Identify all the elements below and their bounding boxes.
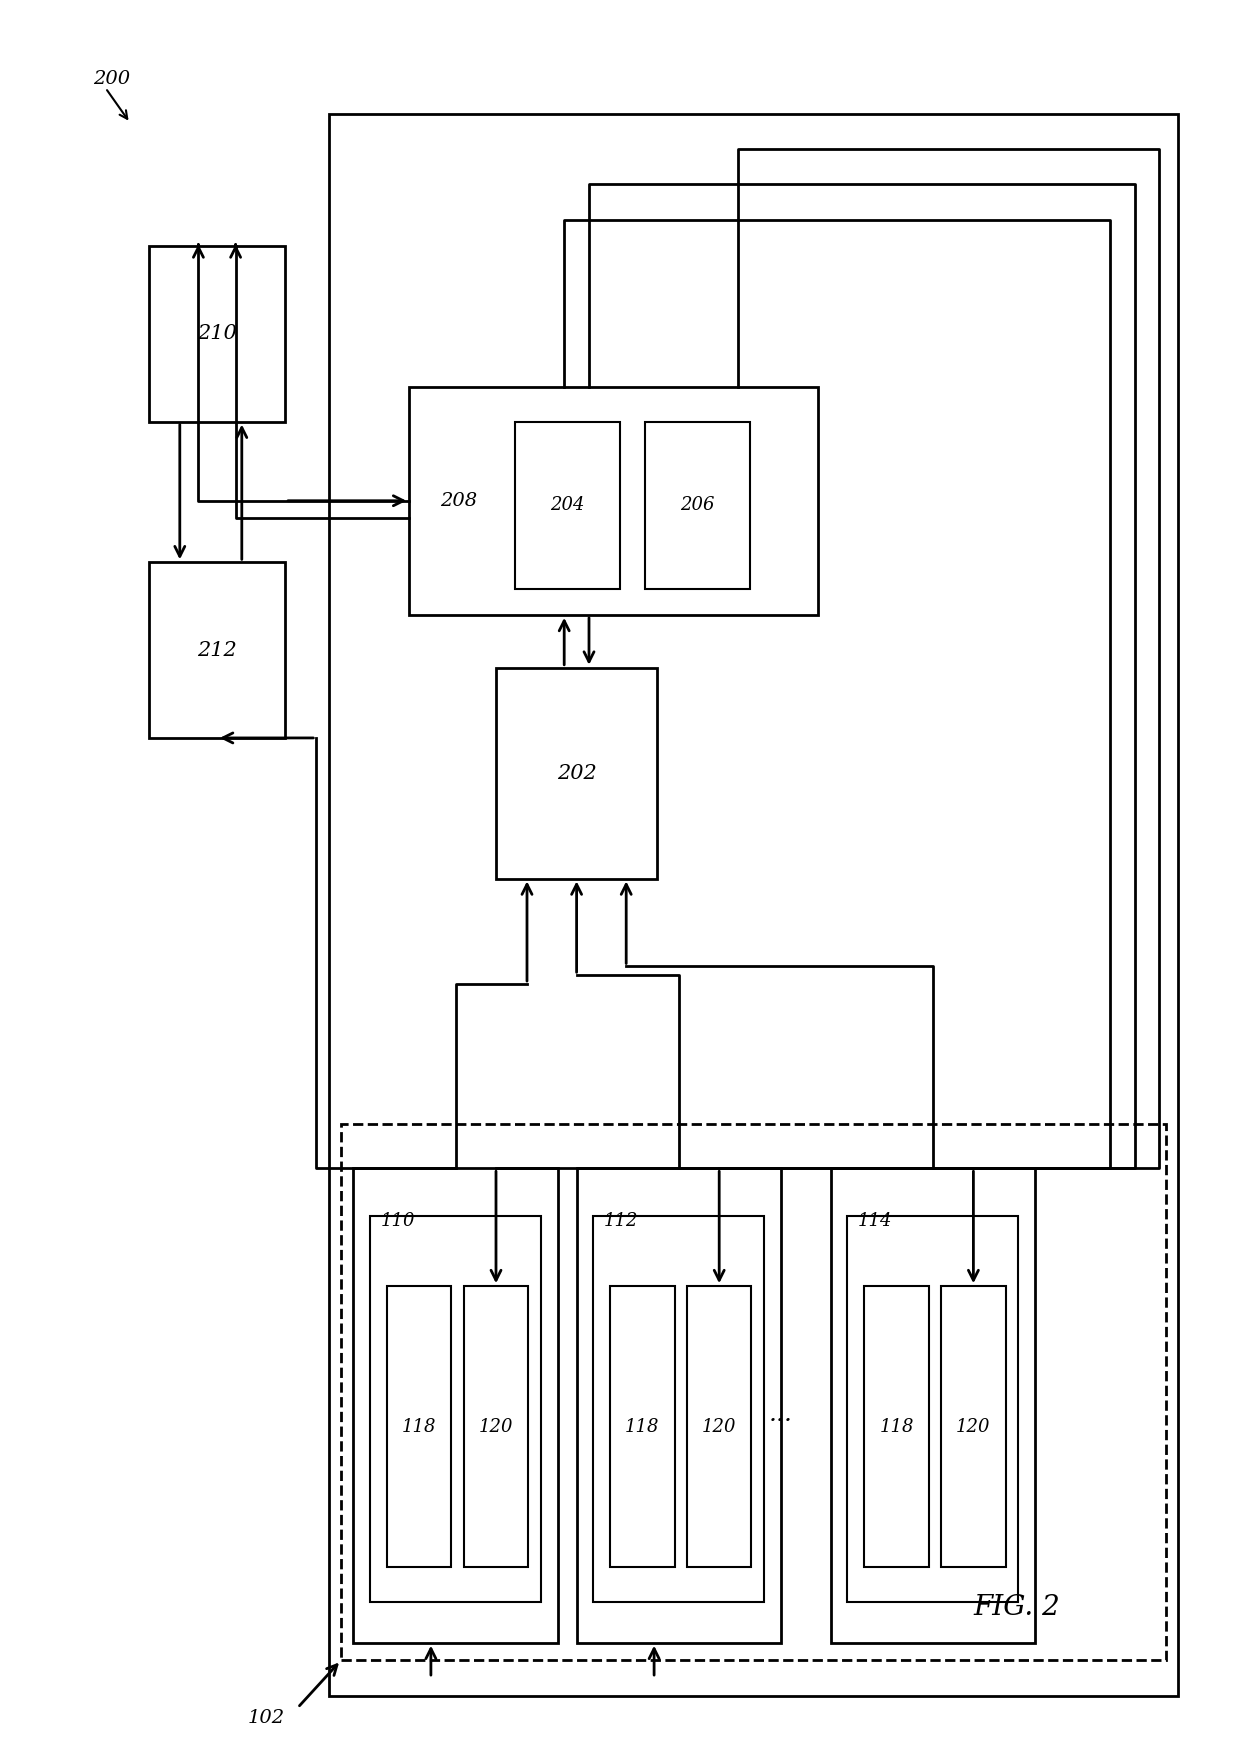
- Text: 114: 114: [858, 1212, 893, 1230]
- FancyBboxPatch shape: [341, 1124, 1166, 1660]
- Text: 208: 208: [440, 492, 477, 510]
- FancyBboxPatch shape: [577, 1168, 781, 1643]
- FancyBboxPatch shape: [387, 1286, 451, 1567]
- FancyBboxPatch shape: [370, 1216, 541, 1602]
- Text: 212: 212: [197, 641, 237, 659]
- FancyBboxPatch shape: [610, 1286, 675, 1567]
- Text: 120: 120: [702, 1418, 737, 1435]
- Text: 120: 120: [956, 1418, 991, 1435]
- FancyBboxPatch shape: [864, 1286, 929, 1567]
- Text: ...: ...: [769, 1402, 794, 1427]
- Text: 202: 202: [557, 764, 596, 782]
- Text: 118: 118: [402, 1418, 436, 1435]
- FancyBboxPatch shape: [687, 1286, 751, 1567]
- Text: 112: 112: [604, 1212, 639, 1230]
- FancyBboxPatch shape: [831, 1168, 1035, 1643]
- FancyBboxPatch shape: [353, 1168, 558, 1643]
- FancyBboxPatch shape: [464, 1286, 528, 1567]
- Text: FIG. 2: FIG. 2: [973, 1594, 1060, 1622]
- Text: 118: 118: [879, 1418, 914, 1435]
- Text: 110: 110: [381, 1212, 415, 1230]
- FancyBboxPatch shape: [515, 422, 620, 589]
- Text: 200: 200: [93, 70, 130, 88]
- FancyBboxPatch shape: [149, 562, 285, 738]
- FancyBboxPatch shape: [496, 668, 657, 878]
- FancyBboxPatch shape: [329, 114, 1178, 1696]
- Text: 120: 120: [479, 1418, 513, 1435]
- FancyBboxPatch shape: [409, 387, 818, 615]
- FancyBboxPatch shape: [149, 246, 285, 422]
- FancyBboxPatch shape: [847, 1216, 1018, 1602]
- Text: 206: 206: [681, 495, 714, 515]
- FancyBboxPatch shape: [645, 422, 750, 589]
- Text: 204: 204: [551, 495, 584, 515]
- FancyBboxPatch shape: [941, 1286, 1006, 1567]
- Text: 118: 118: [625, 1418, 660, 1435]
- FancyBboxPatch shape: [593, 1216, 764, 1602]
- Text: 102: 102: [248, 1710, 285, 1727]
- Text: 210: 210: [197, 325, 237, 343]
